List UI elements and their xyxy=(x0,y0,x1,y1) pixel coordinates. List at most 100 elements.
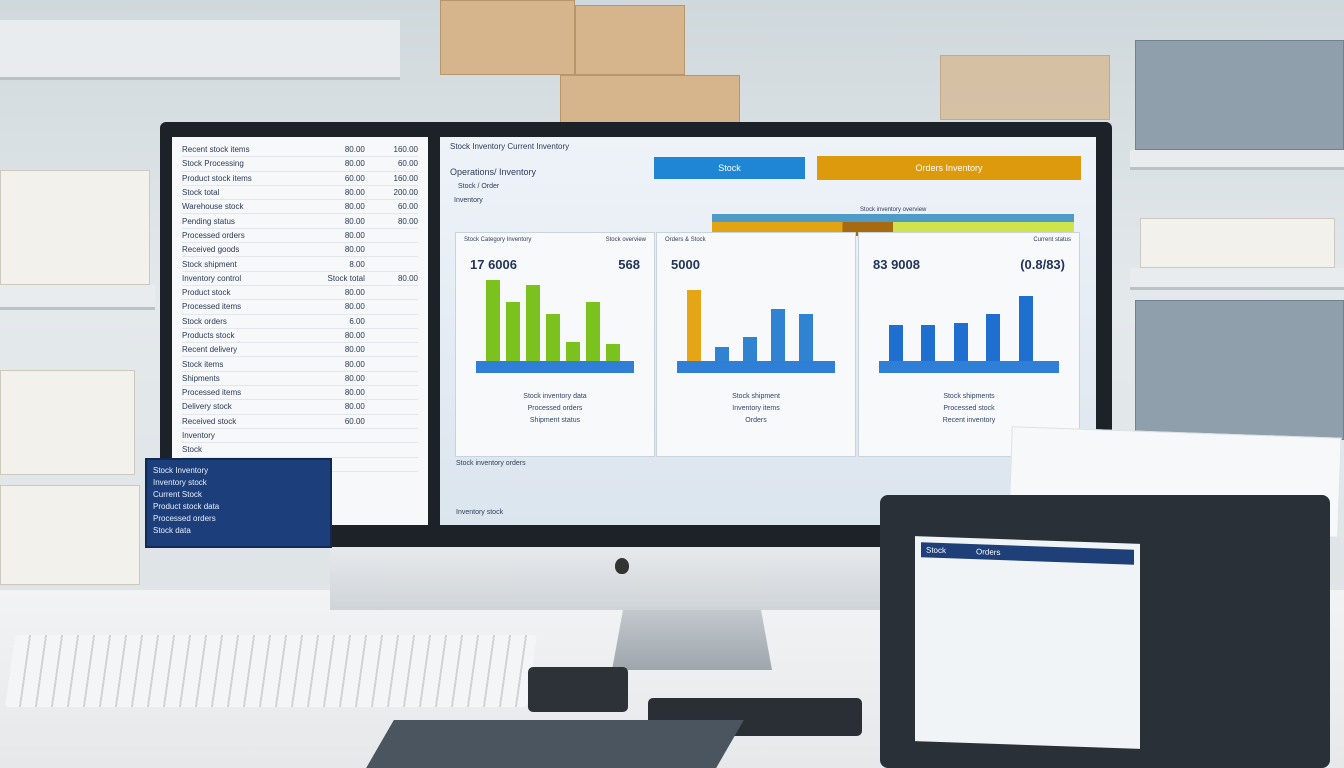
list-cell: 160.00 xyxy=(393,145,418,155)
list-row[interactable]: Stock Processing 80.00 60.00 xyxy=(182,157,418,172)
list-row[interactable]: Processed items 80.00 xyxy=(182,386,418,401)
list-cell: Stock total xyxy=(327,273,365,283)
list-cell: Products stock xyxy=(182,331,235,340)
list-cell: 80.00 xyxy=(397,273,418,283)
card-value: 83 9008 xyxy=(873,257,920,272)
info-line: Inventory stock xyxy=(153,478,207,487)
list-cell: 80.00 xyxy=(344,145,365,155)
list-row[interactable]: Received goods 80.00 xyxy=(182,243,418,258)
footer-label-2: Inventory stock xyxy=(456,509,504,516)
chart-bar xyxy=(889,324,903,361)
card-value: 17 6006 xyxy=(470,257,517,272)
list-cell: 80.00 xyxy=(344,373,365,383)
list-cell: Stock total xyxy=(182,188,220,198)
list-cell: 60.00 xyxy=(344,416,365,426)
card-caption: Stock shipments xyxy=(943,393,995,400)
list-row[interactable]: Pending status 80.00 80.00 xyxy=(182,214,418,229)
monitor-stand xyxy=(612,600,772,670)
list-cell: Processed orders xyxy=(182,230,245,240)
list-cell: Received stock xyxy=(182,416,237,426)
chart-bar xyxy=(586,302,600,361)
chart-bar xyxy=(526,285,540,361)
list-cell: Warehouse stock xyxy=(182,202,244,212)
list-cell: Stock Processing xyxy=(182,159,244,169)
card-caption: Stock inventory data xyxy=(523,393,587,400)
bar-chart xyxy=(677,273,835,373)
list-cell: 80.00 xyxy=(344,216,365,226)
list-row[interactable]: Shipments 80.00 xyxy=(182,372,418,387)
list-cell: 60.00 xyxy=(397,159,418,169)
list-row[interactable]: Product stock 80.00 xyxy=(182,286,418,301)
footer-label: Stock inventory orders xyxy=(456,460,526,467)
page-title: Operations/ Inventory xyxy=(450,167,537,177)
list-cell: 80.00 xyxy=(344,345,365,355)
subtitle: Stock / Order xyxy=(458,183,500,190)
keyboard xyxy=(4,635,538,707)
list-cell: 60.00 xyxy=(397,202,418,212)
list-cell: Shipments xyxy=(182,373,220,383)
list-cell: Stock shipment xyxy=(182,259,237,269)
card-value-2: (0.8/83) xyxy=(1020,257,1065,272)
apple-logo-icon xyxy=(615,558,629,574)
list-row[interactable]: Recent stock items 80.00 160.00 xyxy=(182,143,418,158)
chart-card: Stock Category Inventory Stock overview … xyxy=(455,232,655,457)
list-cell: Stock xyxy=(182,445,203,455)
chart-bar xyxy=(566,342,580,361)
list-row[interactable]: Product stock items 60.00 160.00 xyxy=(182,172,418,186)
list-cell: 160.00 xyxy=(393,173,418,183)
card-caption: Shipment status xyxy=(529,417,581,424)
list-cell: Recent delivery xyxy=(182,345,238,355)
list-row[interactable]: Stock xyxy=(182,443,418,458)
list-row[interactable]: Stock total 80.00 200.00 xyxy=(182,186,418,201)
chart-bar xyxy=(743,337,757,361)
card-caption: Processed stock xyxy=(943,405,995,412)
list-cell: 60.00 xyxy=(344,173,365,183)
printer-screen-subtitle: Orders xyxy=(976,547,1001,558)
tab-bar[interactable]: Stock Inventory Current Inventory xyxy=(450,142,570,151)
list-cell: 80.00 xyxy=(344,359,365,369)
list-row[interactable]: Warehouse stock 80.00 60.00 xyxy=(182,200,418,215)
list-cell: Received goods xyxy=(182,245,240,255)
list-cell: Product stock xyxy=(182,288,231,298)
list-row[interactable]: Received stock 60.00 xyxy=(182,415,418,429)
list-row[interactable]: Processed orders 80.00 xyxy=(182,229,418,244)
list-cell: Stock items xyxy=(182,359,224,369)
info-line: Processed orders xyxy=(153,514,216,523)
list-row[interactable]: Products stock 80.00 xyxy=(182,329,418,344)
card-header: Orders & Stock xyxy=(665,237,706,243)
chart-bar xyxy=(953,323,968,361)
list-cell: 80.00 xyxy=(344,245,365,255)
list-cell: 200.00 xyxy=(393,188,418,198)
orders-inventory-button[interactable]: Orders Inventory xyxy=(817,156,1081,180)
bar-chart xyxy=(879,273,1059,373)
list-cell: 80.00 xyxy=(344,230,365,240)
card-caption: Orders xyxy=(745,417,767,424)
chart-bar xyxy=(506,302,520,361)
list-row[interactable]: Stock items 80.00 xyxy=(182,357,418,372)
list-cell: Product stock items xyxy=(182,173,252,183)
background-shelves xyxy=(0,0,1344,585)
dashboard-panel: Stock Inventory Current Inventory Operat… xyxy=(440,137,1096,525)
list-cell: Processed items xyxy=(182,388,242,398)
card-meta: Stock overview xyxy=(605,237,646,243)
list-row[interactable]: Stock orders 6.00 xyxy=(182,315,418,329)
list-cell: Stock orders xyxy=(182,316,227,326)
chart-bar xyxy=(986,313,1001,361)
chart-bar xyxy=(1018,296,1033,361)
list-row[interactable]: Inventory control Stock total 80.00 xyxy=(182,272,418,286)
card-caption: Recent inventory xyxy=(942,417,996,424)
list-cell: 8.00 xyxy=(349,259,365,269)
list-row[interactable]: Inventory xyxy=(182,429,418,444)
list-cell: 80.00 xyxy=(344,388,365,398)
list-row[interactable]: Delivery stock 80.00 xyxy=(182,400,418,415)
list-cell: Recent stock items xyxy=(182,145,250,155)
stock-button[interactable]: Stock xyxy=(654,157,805,179)
list-row[interactable]: Stock shipment 8.00 xyxy=(182,257,418,272)
info-line: Stock data xyxy=(153,526,191,535)
list-row[interactable]: Processed items 80.00 xyxy=(182,300,418,315)
folder xyxy=(366,720,744,768)
card-header: Stock Category Inventory xyxy=(464,237,532,243)
card-caption: Stock shipment xyxy=(732,393,780,400)
list-row[interactable]: Recent delivery 80.00 xyxy=(182,343,418,358)
progress-strip xyxy=(712,214,1074,236)
